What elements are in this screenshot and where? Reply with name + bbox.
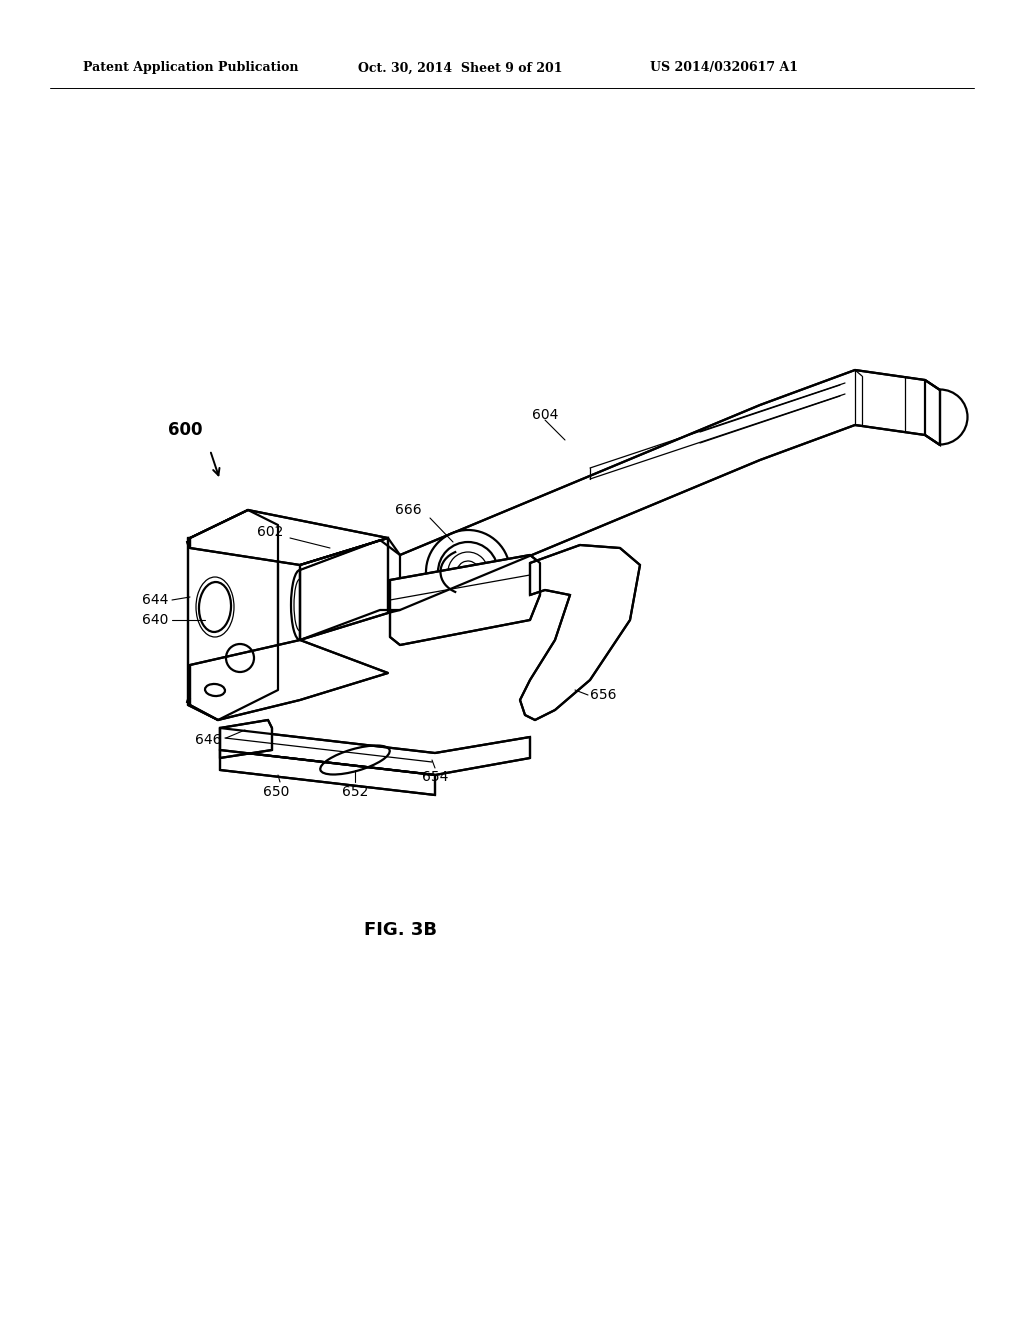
Circle shape [438, 543, 498, 602]
Text: 656: 656 [590, 688, 616, 702]
Polygon shape [220, 750, 435, 795]
Text: 646: 646 [196, 733, 222, 747]
Polygon shape [190, 510, 388, 565]
Polygon shape [390, 554, 540, 645]
Text: FIG. 3B: FIG. 3B [364, 921, 436, 939]
Text: 666: 666 [394, 503, 421, 517]
Text: US 2014/0320617 A1: US 2014/0320617 A1 [650, 62, 798, 74]
Text: 650: 650 [263, 785, 289, 799]
Text: 644: 644 [141, 593, 168, 607]
Text: 600: 600 [168, 421, 203, 440]
Polygon shape [190, 640, 388, 719]
Polygon shape [220, 729, 530, 775]
Text: 640: 640 [141, 612, 168, 627]
Circle shape [449, 552, 488, 591]
Text: 654: 654 [422, 770, 449, 784]
Text: 652: 652 [342, 785, 369, 799]
Polygon shape [188, 510, 278, 719]
Text: 604: 604 [531, 408, 558, 422]
Text: 602: 602 [257, 525, 284, 539]
Text: Patent Application Publication: Patent Application Publication [83, 62, 299, 74]
Polygon shape [520, 545, 640, 719]
Polygon shape [220, 719, 272, 758]
Polygon shape [400, 370, 940, 610]
Polygon shape [300, 539, 388, 640]
Circle shape [426, 531, 510, 614]
Polygon shape [512, 560, 535, 590]
Text: Oct. 30, 2014  Sheet 9 of 201: Oct. 30, 2014 Sheet 9 of 201 [357, 62, 562, 74]
